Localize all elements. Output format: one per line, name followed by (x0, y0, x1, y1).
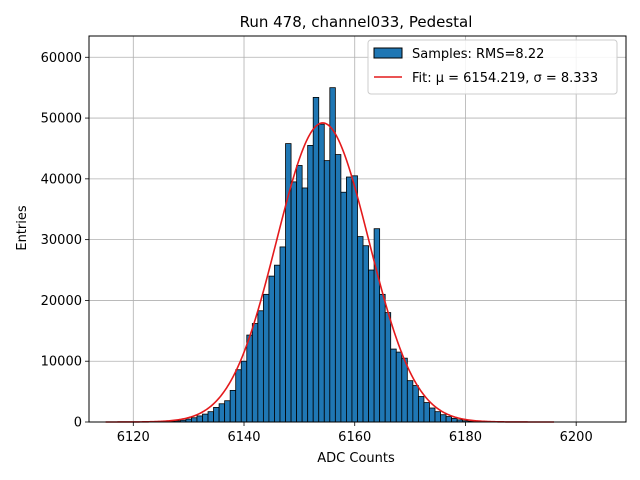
x-tick-label: 6180 (449, 430, 482, 445)
histogram-bar (417, 396, 425, 423)
histogram-bar (379, 293, 386, 423)
histogram-bar (440, 414, 447, 423)
histogram-bar (229, 389, 237, 423)
histogram-bar (334, 154, 342, 423)
fit-curve-group (105, 122, 555, 423)
histogram-bar (301, 187, 309, 423)
histogram-bar (390, 348, 397, 423)
x-axis-ticks: 6120 6140 6160 6180 6200 (117, 422, 593, 445)
histogram-bar (213, 407, 220, 423)
x-tick-label: 6200 (560, 430, 593, 445)
chart-title: Run 478, channel033, Pedestal (240, 13, 473, 31)
histogram-bar (191, 417, 198, 423)
y-tick-label: 0 (74, 416, 82, 431)
x-tick-label: 6140 (227, 430, 260, 445)
y-tick-label: 20000 (41, 294, 82, 309)
histogram-bar (368, 269, 375, 423)
y-tick-label: 50000 (41, 112, 82, 127)
histogram-bar (340, 191, 347, 423)
histogram-bar (357, 236, 364, 423)
histogram-bars (157, 87, 480, 423)
legend-label-fit: Fit: μ = 6154.219, σ = 8.333 (412, 71, 598, 86)
histogram-bar (207, 411, 214, 423)
histogram-bar (307, 145, 314, 423)
y-tick-label: 60000 (41, 51, 82, 66)
histogram-bar (384, 312, 392, 423)
y-tick-label: 10000 (41, 355, 82, 370)
histogram-bar (246, 334, 253, 423)
x-axis-label: ADC Counts (317, 451, 395, 466)
histogram-bar (235, 369, 242, 423)
x-tick-label: 6160 (338, 430, 371, 445)
histogram-bar (423, 402, 430, 423)
legend-swatch-samples (373, 47, 403, 59)
x-tick-label: 6120 (117, 430, 150, 445)
histogram-bar (268, 275, 275, 423)
legend: Samples: RMS=8.22 Fit: μ = 6154.219, σ =… (367, 39, 618, 95)
histogram-bar (323, 160, 331, 423)
histogram-bar (373, 228, 381, 423)
legend-label-samples: Samples: RMS=8.22 (412, 47, 544, 62)
plot-frame (88, 35, 627, 423)
histogram-bar (285, 143, 292, 423)
histogram-bar (346, 176, 353, 423)
histogram-bar (429, 407, 436, 423)
legend-box (367, 39, 618, 95)
fit-curve (105, 122, 555, 423)
histogram-bar (224, 400, 231, 423)
histogram-bar (312, 96, 320, 423)
histogram-bar (401, 357, 408, 423)
y-axis-label: Entries (15, 205, 30, 251)
y-axis-ticks: 0 10000 20000 30000 40000 50000 60000 (41, 51, 89, 431)
histogram-bar (251, 323, 259, 423)
histogram-bar (351, 175, 358, 423)
histogram-bar (406, 380, 414, 423)
histogram-bar (196, 415, 203, 423)
histogram-bar (296, 165, 303, 423)
histogram-bar (445, 416, 453, 423)
histogram-bar (318, 123, 325, 423)
histogram-bar (362, 245, 369, 423)
histogram-bar (218, 403, 226, 423)
histogram-bar (202, 413, 209, 423)
histogram-bar (262, 293, 270, 423)
histogram-bar (451, 417, 458, 423)
histogram-bar (412, 385, 419, 423)
histogram-bar (290, 181, 298, 423)
histogram-bar (274, 264, 281, 423)
histogram-bar (279, 246, 286, 423)
y-tick-label: 30000 (41, 233, 82, 248)
histogram-bar (240, 360, 248, 423)
histogram-bar (434, 411, 441, 423)
histogram-bar (257, 310, 264, 423)
histogram-bar (329, 87, 336, 423)
y-tick-label: 40000 (41, 172, 82, 187)
histogram-bar (395, 351, 403, 423)
